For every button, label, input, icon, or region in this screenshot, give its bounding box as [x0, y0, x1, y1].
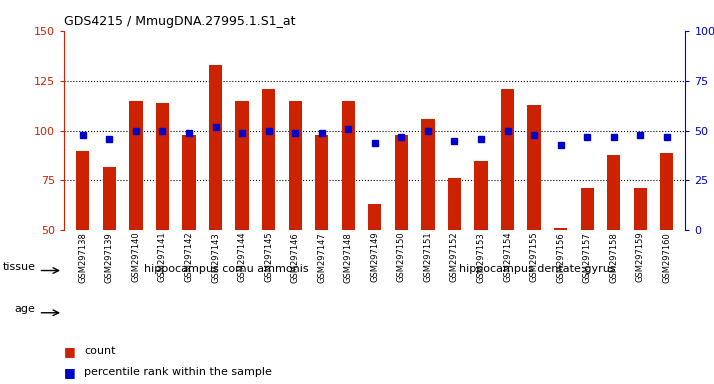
Bar	[209, 65, 222, 230]
Bar	[395, 134, 408, 230]
Bar	[474, 161, 488, 230]
Bar	[103, 167, 116, 230]
Text: GDS4215 / MmugDNA.27995.1.S1_at: GDS4215 / MmugDNA.27995.1.S1_at	[64, 15, 296, 28]
Bar	[634, 189, 647, 230]
Bar	[580, 189, 594, 230]
Text: young: young	[128, 306, 163, 316]
Bar	[236, 101, 248, 230]
Text: hippocampus dentate gyrus: hippocampus dentate gyrus	[458, 264, 615, 274]
Bar	[660, 152, 673, 230]
Bar	[528, 104, 540, 230]
Bar	[262, 89, 276, 230]
Bar	[76, 151, 89, 230]
Bar	[448, 179, 461, 230]
Bar	[554, 228, 568, 230]
Text: count: count	[84, 346, 116, 356]
Text: aged: aged	[293, 306, 321, 316]
Text: hippocampus cornu ammonis: hippocampus cornu ammonis	[144, 264, 308, 274]
Text: ■: ■	[64, 366, 76, 379]
Bar	[315, 134, 328, 230]
Bar	[607, 154, 620, 230]
Text: aged: aged	[590, 306, 618, 316]
Text: young: young	[438, 306, 473, 316]
Bar	[182, 134, 196, 230]
Bar	[156, 103, 169, 230]
Text: tissue: tissue	[2, 262, 35, 272]
Text: ■: ■	[64, 345, 76, 358]
Text: age: age	[14, 304, 35, 314]
Bar	[288, 101, 302, 230]
Bar	[368, 204, 381, 230]
Text: percentile rank within the sample: percentile rank within the sample	[84, 367, 272, 377]
Bar	[129, 101, 143, 230]
Bar	[342, 101, 355, 230]
Bar	[421, 119, 435, 230]
Bar	[501, 89, 514, 230]
